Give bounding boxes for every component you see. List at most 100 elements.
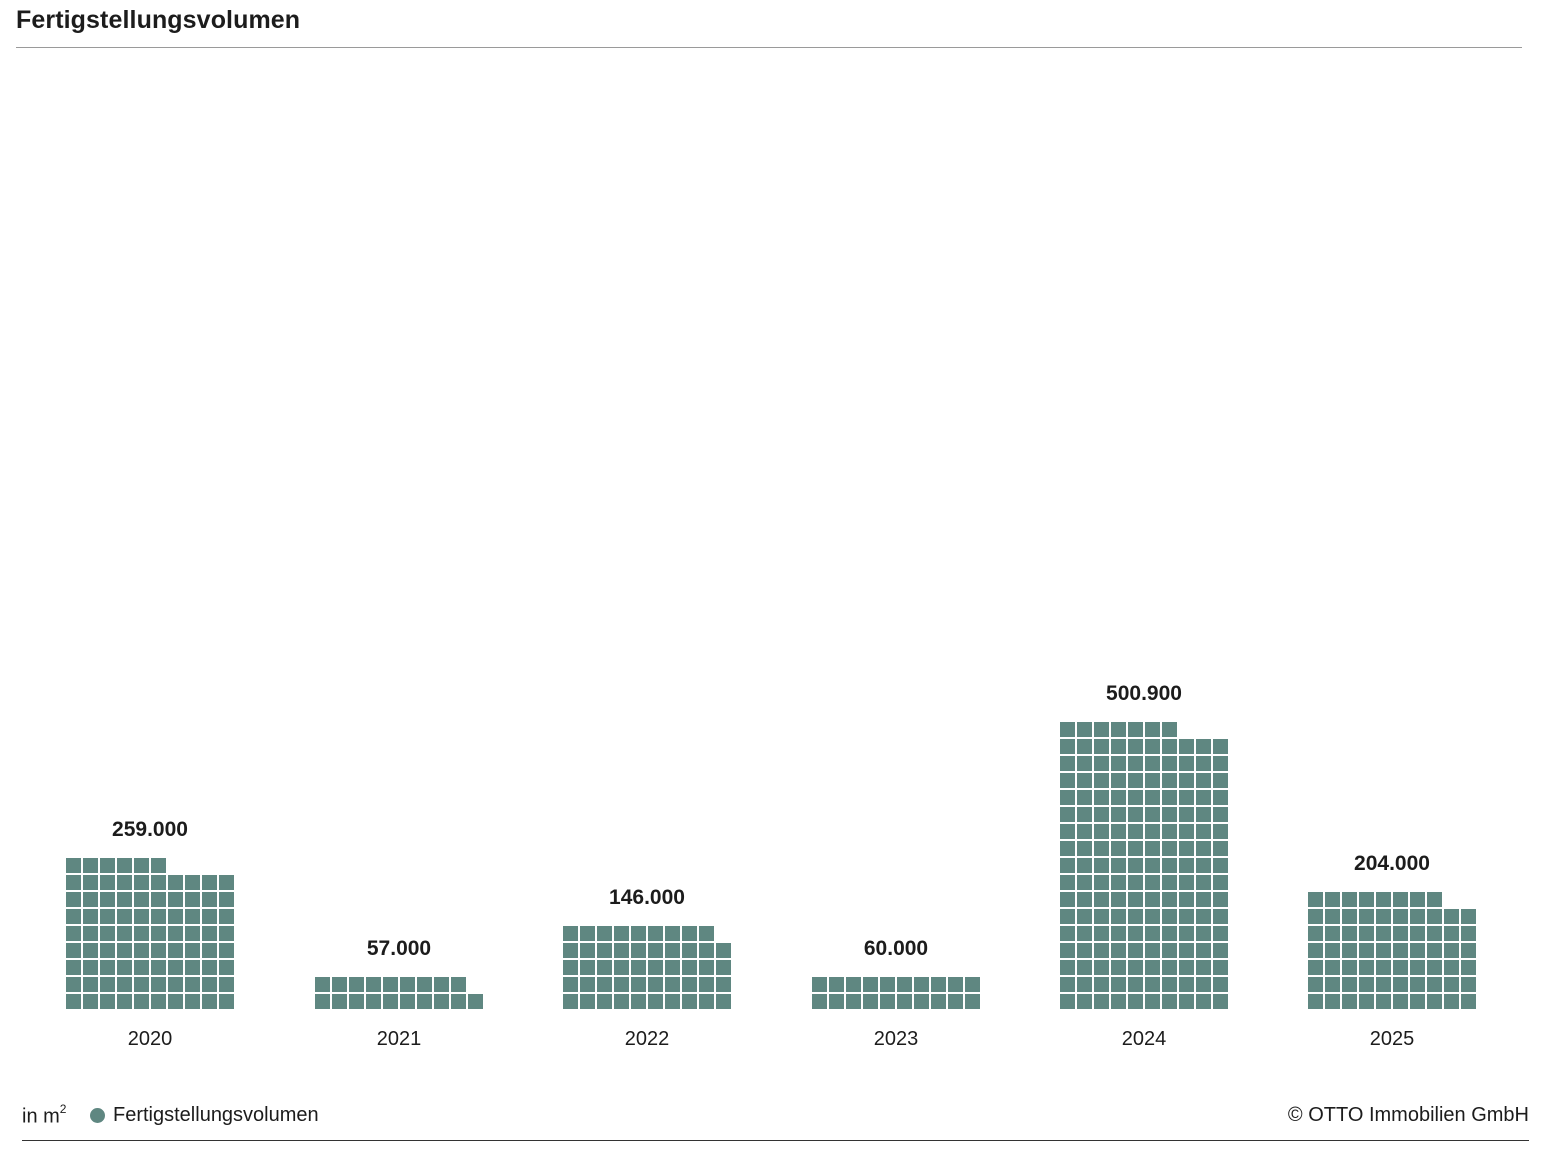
waffle-square — [1060, 790, 1075, 805]
waffle-square — [100, 892, 115, 907]
waffle-square — [1410, 943, 1425, 958]
waffle-square — [1393, 909, 1408, 924]
waffle-square — [1359, 926, 1374, 941]
waffle-square — [1145, 807, 1160, 822]
waffle-square — [202, 977, 217, 992]
waffle-square — [699, 977, 714, 992]
waffle-square — [1376, 994, 1391, 1009]
waffle-square — [948, 977, 963, 992]
bar-2023 — [812, 977, 980, 1009]
waffle-square — [400, 994, 415, 1009]
waffle-square — [580, 994, 595, 1009]
waffle-square — [1196, 824, 1211, 839]
waffle-square — [151, 892, 166, 907]
waffle-square — [66, 892, 81, 907]
waffle-square — [168, 909, 183, 924]
waffle-square — [1342, 926, 1357, 941]
waffle-square — [151, 858, 166, 873]
waffle-square — [1111, 807, 1126, 822]
waffle-square — [1376, 943, 1391, 958]
waffle-square — [631, 994, 646, 1009]
waffle-square — [1444, 909, 1459, 924]
waffle-square — [100, 994, 115, 1009]
waffle-square — [1359, 943, 1374, 958]
waffle-square — [219, 926, 234, 941]
waffle-square — [1325, 977, 1340, 992]
waffle-square — [451, 977, 466, 992]
waffle-square — [1162, 892, 1177, 907]
waffle-square — [383, 994, 398, 1009]
waffle-square — [417, 977, 432, 992]
waffle-square — [100, 960, 115, 975]
waffle-square — [580, 943, 595, 958]
waffle-square — [563, 994, 578, 1009]
value-label-2021: 57.000 — [367, 937, 431, 960]
unit-label: in m2 — [22, 1102, 66, 1129]
waffle-square — [880, 994, 895, 1009]
waffle-square — [1162, 943, 1177, 958]
waffle-square — [1060, 960, 1075, 975]
waffle-square — [631, 977, 646, 992]
category-label-2025: 2025 — [1370, 1028, 1415, 1050]
waffle-square — [1145, 909, 1160, 924]
waffle-square — [1213, 790, 1228, 805]
waffle-square — [665, 994, 680, 1009]
waffle-square — [185, 892, 200, 907]
waffle-square — [682, 994, 697, 1009]
waffle-square — [1196, 977, 1211, 992]
waffle-square — [1111, 892, 1126, 907]
waffle-square — [1213, 858, 1228, 873]
waffle-square — [914, 977, 929, 992]
waffle-square — [1342, 960, 1357, 975]
waffle-square — [185, 909, 200, 924]
waffle-square — [434, 977, 449, 992]
waffle-square — [1128, 739, 1143, 754]
waffle-square — [1060, 739, 1075, 754]
waffle-square — [1213, 824, 1228, 839]
waffle-square — [1376, 960, 1391, 975]
waffle-square — [100, 909, 115, 924]
bar-2025 — [1308, 892, 1476, 1009]
waffle-square — [631, 926, 646, 941]
waffle-square — [1427, 977, 1442, 992]
waffle-square — [1162, 858, 1177, 873]
title-divider — [16, 47, 1522, 48]
waffle-square — [1196, 790, 1211, 805]
waffle-square — [1308, 943, 1323, 958]
waffle-square — [1196, 994, 1211, 1009]
waffle-square — [1060, 824, 1075, 839]
waffle-square — [1393, 994, 1408, 1009]
waffle-square — [349, 994, 364, 1009]
waffle-square — [219, 960, 234, 975]
waffle-square — [1196, 960, 1211, 975]
waffle-square — [1077, 824, 1092, 839]
waffle-square — [846, 977, 861, 992]
waffle-square — [400, 977, 415, 992]
waffle-square — [1461, 926, 1476, 941]
waffle-square — [366, 977, 381, 992]
waffle-square — [1145, 994, 1160, 1009]
category-label-2023: 2023 — [874, 1028, 919, 1050]
waffle-square — [100, 858, 115, 873]
waffle-square — [1376, 977, 1391, 992]
waffle-square — [66, 858, 81, 873]
waffle-square — [1179, 807, 1194, 822]
legend-swatch-icon — [90, 1108, 105, 1123]
waffle-square — [1444, 977, 1459, 992]
waffle-square — [168, 977, 183, 992]
waffle-square — [83, 994, 98, 1009]
waffle-square — [1461, 960, 1476, 975]
waffle-square — [563, 943, 578, 958]
waffle-square — [648, 994, 663, 1009]
waffle-square — [1179, 875, 1194, 890]
waffle-square — [1179, 943, 1194, 958]
waffle-square — [1427, 926, 1442, 941]
waffle-square — [168, 943, 183, 958]
value-label-2025: 204.000 — [1354, 852, 1430, 875]
legend: Fertigstellungsvolumen — [90, 1104, 319, 1127]
waffle-square — [863, 994, 878, 1009]
waffle-square — [1179, 773, 1194, 788]
copyright-text: © OTTO Immobilien GmbH — [1287, 1104, 1529, 1126]
waffle-square — [1410, 926, 1425, 941]
waffle-square — [580, 977, 595, 992]
